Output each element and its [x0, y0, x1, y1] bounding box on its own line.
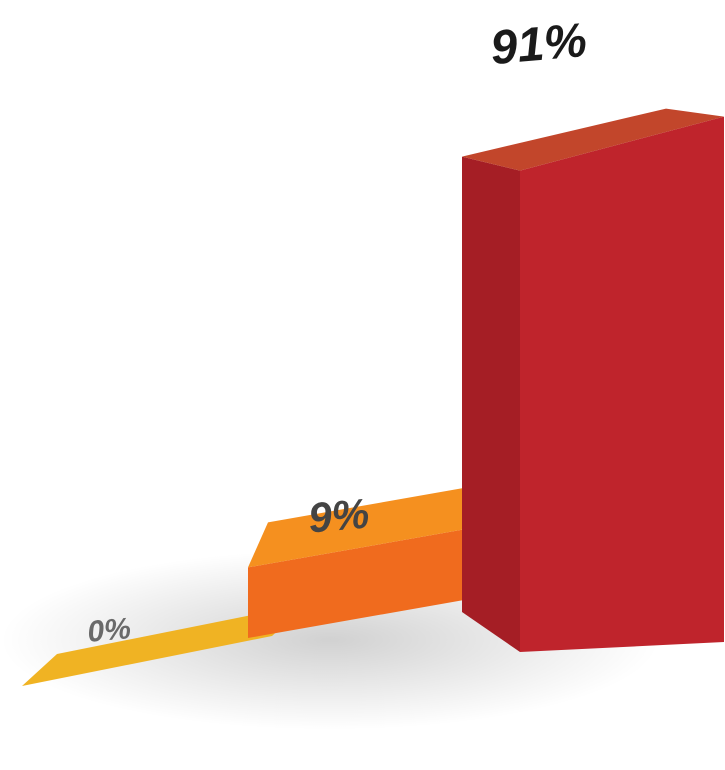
bar-top-face [248, 478, 518, 568]
bar [248, 478, 518, 638]
bar-front-face [520, 116, 724, 653]
bar-data-label: 0% [86, 612, 132, 649]
bar-data-label: 9% [306, 489, 371, 541]
bar-side-face [462, 156, 520, 652]
bar-top-face [462, 108, 724, 171]
bar-front-face [248, 523, 498, 638]
bar [22, 604, 307, 686]
bar-data-label: 91% [488, 14, 588, 75]
labels-layer: 0% 9% 91% [86, 14, 589, 649]
bar [462, 108, 724, 653]
bar-top-face [22, 604, 307, 686]
bars-layer [22, 108, 724, 686]
